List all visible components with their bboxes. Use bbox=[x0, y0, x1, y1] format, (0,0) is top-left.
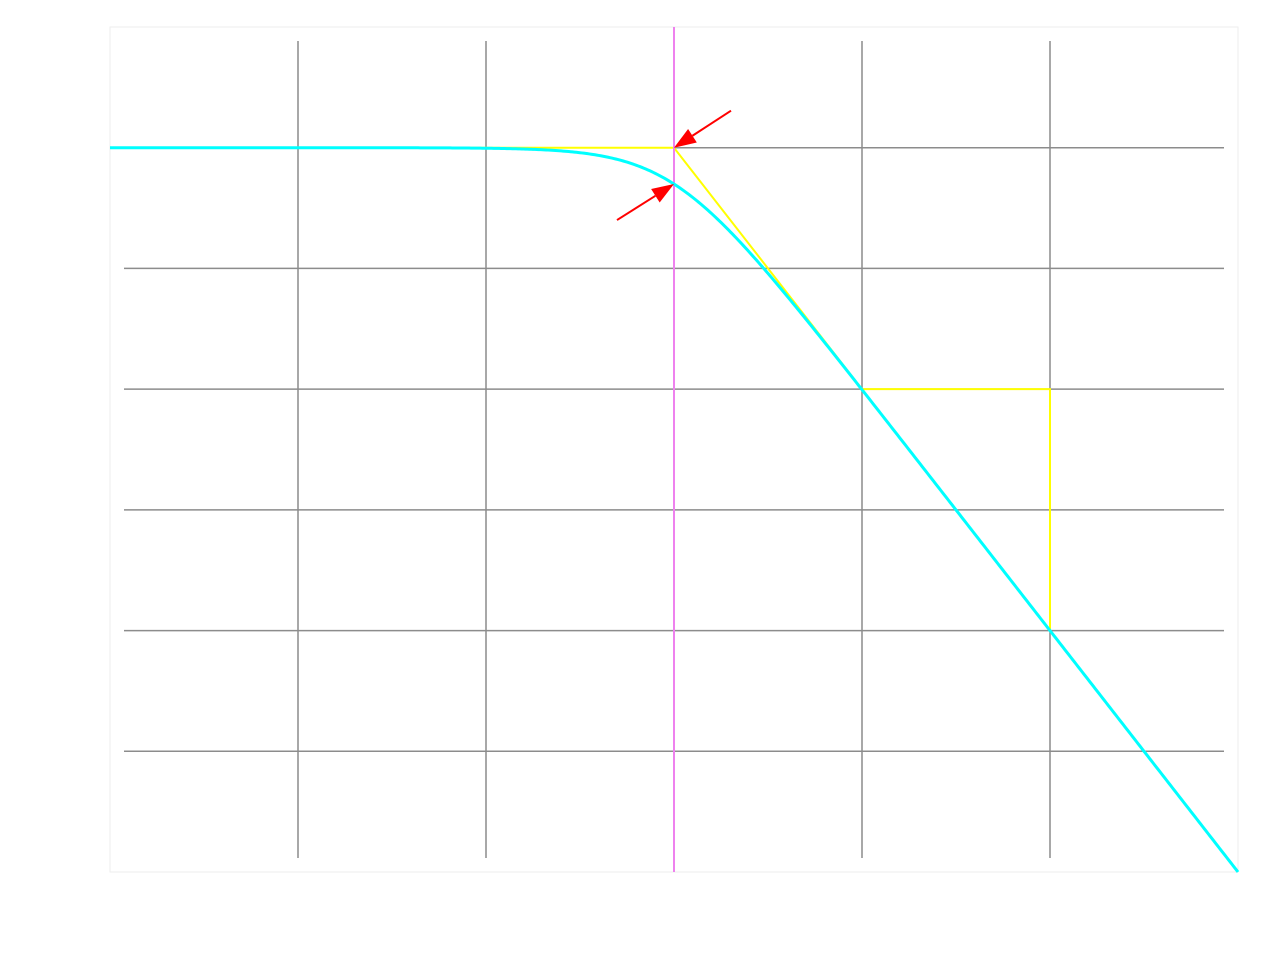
annotation-arrow-passband-head bbox=[674, 129, 697, 148]
annotation-arrow-cutoff-shaft bbox=[616, 194, 656, 221]
annotation-arrow-passband-shaft bbox=[691, 109, 732, 137]
slope-indicator-line bbox=[862, 388, 1051, 631]
annotation-arrow-cutoff-head bbox=[651, 184, 674, 203]
magnitude-response-curve bbox=[110, 146, 1240, 873]
